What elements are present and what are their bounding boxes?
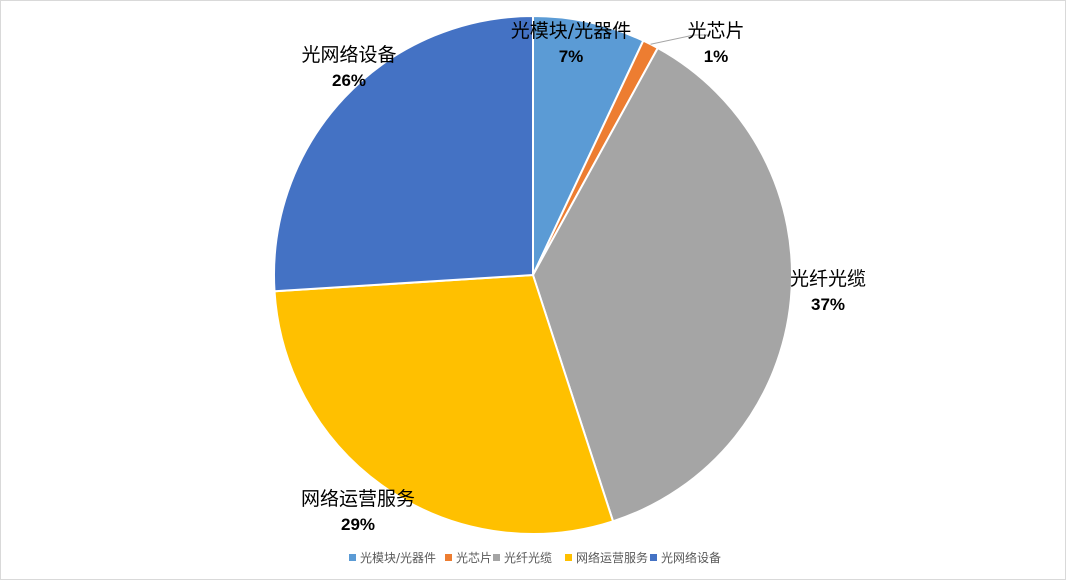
pie-slice-3 (531, 46, 793, 523)
data-label-name-slice-1: 光模块/光器件 (511, 20, 631, 42)
pie-slices (273, 14, 793, 535)
legend-swatch-slice-3 (493, 554, 500, 561)
legend-label-slice-3: 光纤光缆 (504, 551, 552, 565)
legend-swatch-slice-4 (565, 554, 572, 561)
legend-label-slice-5: 光网络设备 (661, 550, 721, 565)
pie-slice-5 (273, 14, 534, 293)
data-label-name-slice-5: 光网络设备 (301, 44, 396, 66)
legend: 光模块/光器件 光芯片 光纤光缆 网络运营服务 光网络设备 (349, 550, 721, 565)
data-label-name-slice-3: 光纤光缆 (790, 268, 866, 290)
legend-swatch-slice-5 (650, 554, 657, 561)
pie-slice-4 (273, 273, 615, 535)
data-labels: 光模块/光器件 7% 光芯片 1% 光纤光缆 37% 网络运营服务 29% 光网络设备 26% (301, 20, 866, 534)
data-label-value-slice-3: 37% (811, 295, 845, 314)
legend-swatch-slice-1 (349, 554, 356, 561)
pie-slice-1 (532, 14, 645, 276)
leader-line-slice-2 (650, 34, 710, 45)
legend-label-slice-1: 光模块/光器件 (360, 551, 436, 565)
data-label-value-slice-5: 26% (332, 71, 366, 90)
data-label-value-slice-4: 29% (341, 515, 375, 534)
leader-lines (650, 34, 710, 45)
data-label-value-slice-2: 1% (704, 47, 729, 66)
legend-label-slice-4: 网络运营服务 (576, 550, 648, 565)
data-label-name-slice-4: 网络运营服务 (301, 488, 415, 510)
data-label-name-slice-2: 光芯片 (687, 20, 744, 42)
legend-label-slice-2: 光芯片 (456, 551, 492, 565)
data-label-value-slice-1: 7% (559, 47, 584, 66)
legend-swatch-slice-2 (445, 554, 452, 561)
